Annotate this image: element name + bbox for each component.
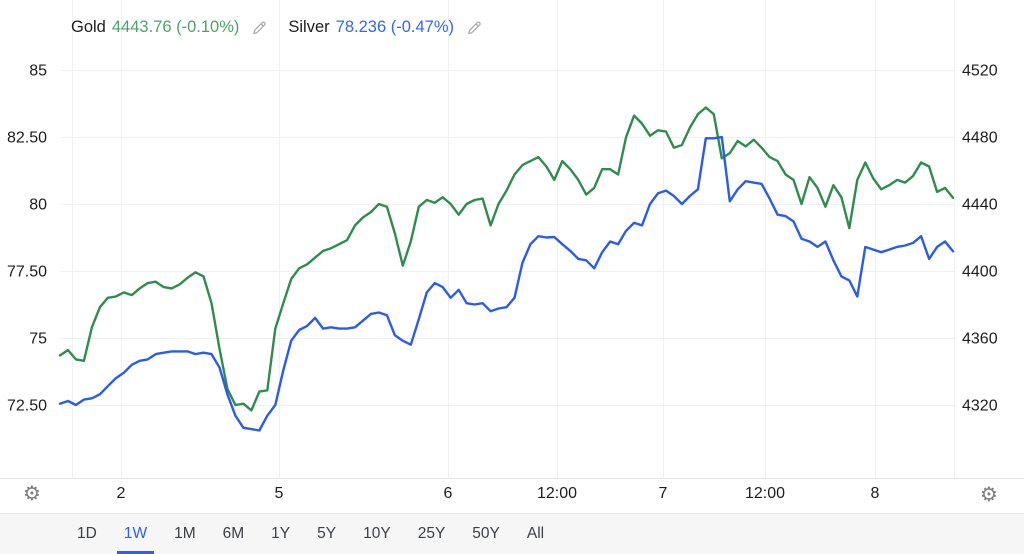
x-axis-tick: 12:00 <box>537 485 577 502</box>
x-axis-tick: 12:00 <box>745 485 785 502</box>
x-axis-tick: 8 <box>871 485 880 502</box>
period-button-all[interactable]: All <box>520 514 551 554</box>
right-axis-tick: 4360 <box>962 331 998 348</box>
settings-right-button[interactable]: ⚙ <box>980 484 998 504</box>
gear-icon: ⚙ <box>980 482 998 506</box>
right-axis-tick: 4520 <box>962 63 998 80</box>
x-axis-tick: 5 <box>275 485 284 502</box>
legend-item-gold: Gold 4443.76 (-0.10%) <box>71 17 268 37</box>
left-axis-tick: 75 <box>29 331 47 348</box>
price-chart[interactable]: 8582.508077.507572.504520448044404400436… <box>0 0 1024 512</box>
x-axis-tick: 6 <box>444 485 453 502</box>
pencil-icon <box>467 21 481 34</box>
x-axis-tick: 2 <box>117 485 126 502</box>
x-axis-tick: 7 <box>659 485 668 502</box>
edit-silver-button[interactable] <box>465 18 483 36</box>
gold-series-line <box>58 106 955 412</box>
left-axis-tick: 82.50 <box>7 130 47 147</box>
period-button-10y[interactable]: 10Y <box>356 514 398 554</box>
legend-item-silver: Silver 78.236 (-0.47%) <box>288 17 483 37</box>
left-axis-tick: 80 <box>29 197 47 214</box>
right-axis-tick: 4440 <box>962 197 998 214</box>
silver-series-line <box>58 135 955 432</box>
left-axis-tick: 72.50 <box>7 398 47 415</box>
chart-legend: Gold 4443.76 (-0.10%) Silver 78.236 (-0.… <box>71 17 483 37</box>
period-button-5y[interactable]: 5Y <box>310 514 343 554</box>
right-axis-tick: 4400 <box>962 264 998 281</box>
gold-series-value: 4443.76 (-0.10%) <box>111 18 240 36</box>
right-axis-tick: 4480 <box>962 130 998 147</box>
period-button-6m[interactable]: 6M <box>216 514 252 554</box>
period-button-1d[interactable]: 1D <box>70 514 104 554</box>
pencil-icon <box>253 21 266 34</box>
edit-gold-button[interactable] <box>250 18 268 36</box>
left-axis-tick: 77.50 <box>7 264 47 281</box>
period-button-25y[interactable]: 25Y <box>411 514 453 554</box>
period-toolbar: 1D 1W 1M 6M 1Y 5Y 10Y 25Y 50Y All <box>0 513 1024 554</box>
silver-series-value: 78.236 (-0.47%) <box>335 18 454 36</box>
right-axis-tick: 4320 <box>962 398 998 415</box>
period-button-1m[interactable]: 1M <box>167 514 203 554</box>
silver-series-label: Silver <box>288 18 330 36</box>
period-button-1y[interactable]: 1Y <box>264 514 297 554</box>
left-axis-tick: 85 <box>29 63 47 80</box>
settings-left-button[interactable]: ⚙ <box>23 483 41 503</box>
period-button-1w[interactable]: 1W <box>116 514 155 554</box>
plot-area[interactable] <box>60 0 954 478</box>
period-button-50y[interactable]: 50Y <box>465 514 507 554</box>
gear-icon: ⚙ <box>23 481 41 505</box>
gold-series-label: Gold <box>71 18 106 36</box>
